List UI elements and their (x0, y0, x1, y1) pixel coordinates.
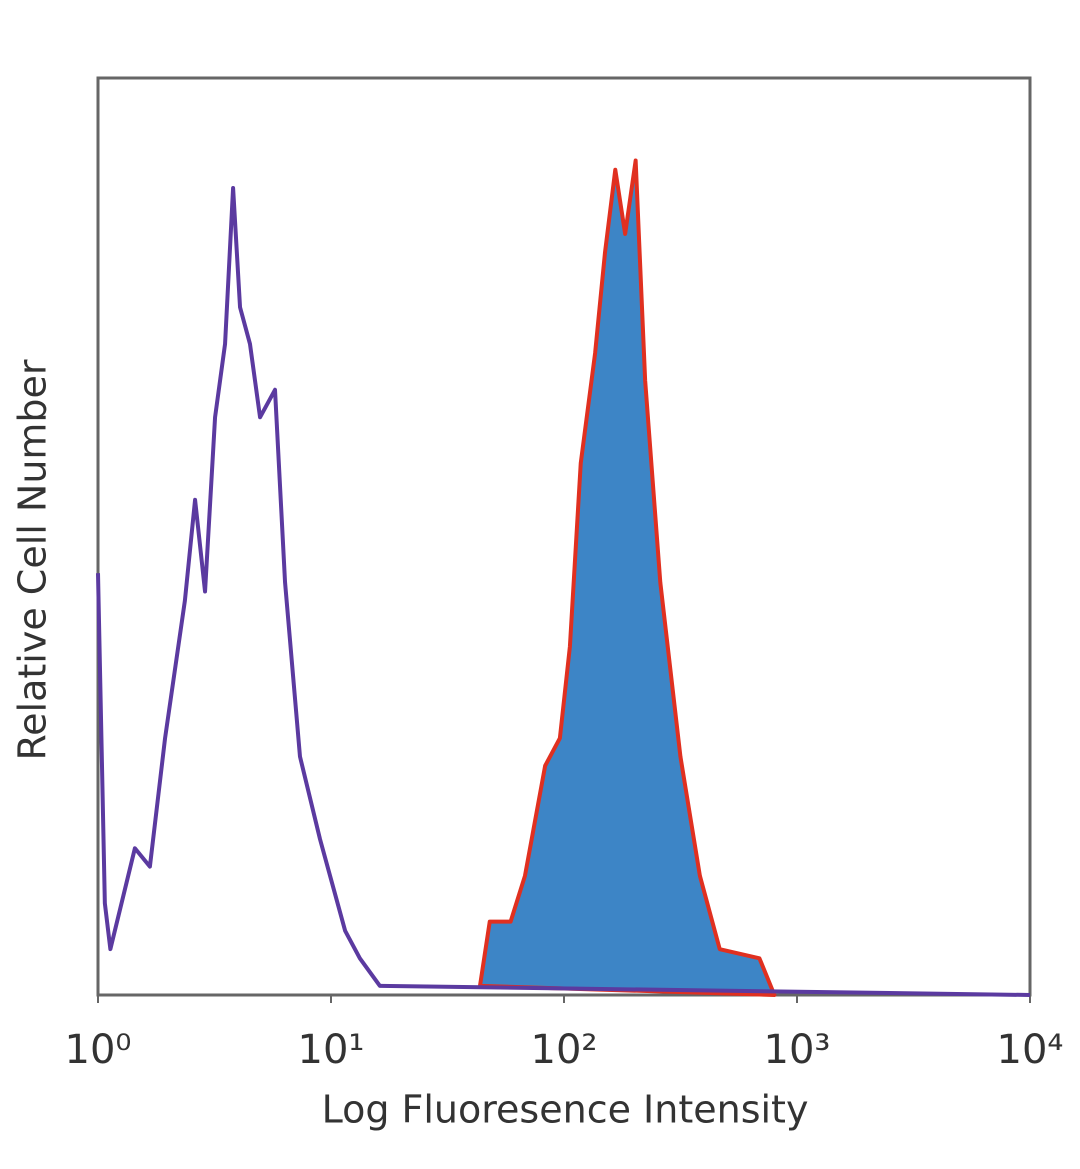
x-axis-label: Log Fluoresence Intensity (322, 1088, 809, 1132)
x-tick-label: 10² (531, 1027, 598, 1073)
x-tick-label: 10¹ (298, 1027, 365, 1073)
y-axis-label: Relative Cell Number (11, 359, 55, 760)
histogram-trace (96, 186, 1031, 997)
histogram-trace (478, 158, 777, 997)
x-tick-label: 10⁴ (997, 1027, 1064, 1073)
x-tick-label: 10³ (764, 1027, 831, 1073)
x-tick-label: 10⁰ (65, 1027, 132, 1073)
